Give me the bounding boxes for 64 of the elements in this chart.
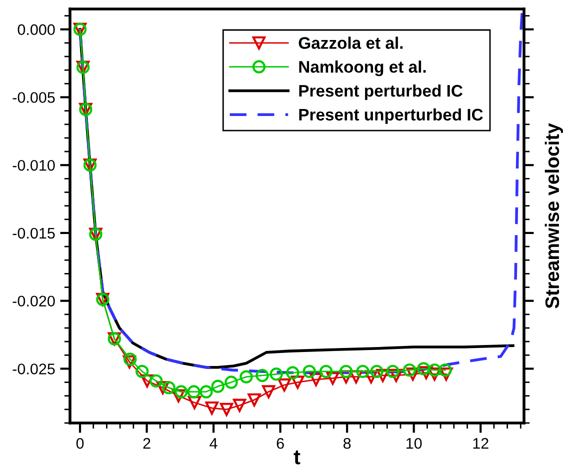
x-axis-title: t — [294, 450, 300, 464]
point — [356, 364, 370, 378]
x-tick-label: 8 — [343, 438, 351, 449]
legend-label: Gazzola et al. — [298, 36, 403, 49]
point — [376, 368, 390, 382]
legend-label: Present perturbed IC — [299, 84, 463, 100]
y-tick-label: -0.020 — [12, 296, 55, 307]
point — [339, 364, 353, 378]
y-tick-label: -0.015 — [12, 228, 55, 239]
point — [364, 370, 378, 384]
point — [278, 378, 291, 392]
point — [188, 396, 202, 410]
point — [291, 376, 304, 389]
point — [248, 393, 261, 407]
point — [172, 389, 186, 402]
point — [339, 370, 353, 384]
y-tick-label: -0.005 — [12, 92, 55, 103]
point — [326, 372, 340, 385]
point — [428, 363, 442, 377]
legend-label: Namkoong et al. — [299, 60, 426, 76]
y-tick-label: -0.010 — [12, 160, 55, 171]
legend-label: Present unperturbed IC — [299, 108, 483, 124]
point — [386, 364, 400, 378]
y-tick-label: -0.025 — [12, 364, 55, 374]
point — [286, 366, 300, 380]
point — [136, 364, 149, 378]
point — [349, 370, 363, 384]
y-tick-label: 0.000 — [18, 24, 55, 36]
x-tick-label: 0 — [76, 438, 84, 449]
point — [123, 352, 137, 366]
point — [224, 376, 238, 389]
point — [150, 374, 163, 388]
x-tick-label: 6 — [276, 438, 284, 449]
point — [319, 364, 333, 378]
point — [174, 385, 188, 398]
point — [390, 368, 403, 382]
point — [309, 372, 323, 386]
point — [122, 355, 136, 369]
point — [420, 366, 433, 380]
point — [156, 381, 170, 394]
point — [262, 385, 276, 398]
x-tick-label: 2 — [143, 438, 150, 449]
point — [256, 368, 269, 382]
x-tick-label: 10 — [406, 438, 422, 449]
point — [200, 385, 213, 398]
x-tick-label: 12 — [473, 438, 488, 449]
point — [302, 364, 316, 378]
y-axis-title: Streamwise velocity — [544, 123, 563, 308]
point — [438, 363, 452, 377]
x-tick-label: 4 — [210, 438, 218, 449]
point — [406, 368, 420, 381]
point — [270, 368, 283, 381]
point — [402, 363, 416, 377]
point — [232, 398, 246, 412]
point — [240, 370, 253, 384]
point — [140, 374, 154, 388]
point — [211, 380, 224, 393]
point — [416, 362, 430, 376]
point — [370, 364, 384, 378]
point — [220, 402, 234, 416]
point — [205, 401, 218, 415]
point — [440, 368, 453, 381]
point — [162, 381, 176, 394]
point — [187, 385, 200, 398]
